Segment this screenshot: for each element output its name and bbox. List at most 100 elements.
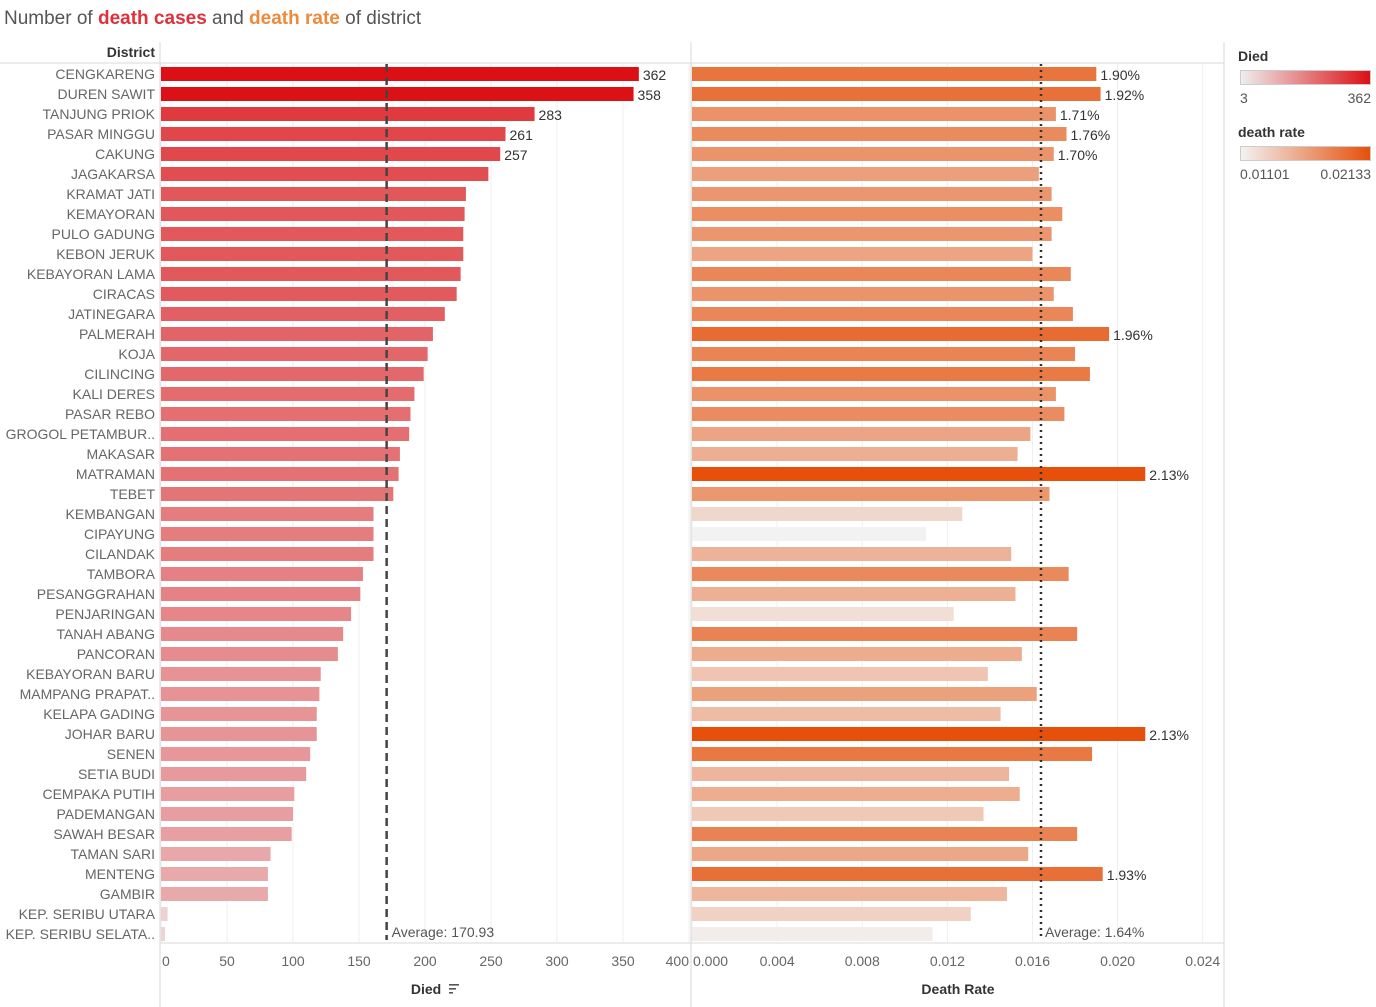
district-label: KELAPA GADING — [43, 706, 155, 722]
bar-died — [161, 107, 535, 121]
bar-died — [161, 507, 374, 521]
bar-death-rate — [692, 347, 1076, 361]
data-label-died: 283 — [539, 107, 563, 123]
average-label-rate: Average: 1.64% — [1045, 924, 1144, 940]
bar-death-rate — [692, 907, 971, 921]
tick-label-died: 150 — [347, 953, 371, 969]
bar-death-rate — [692, 327, 1110, 341]
district-label: KALI DERES — [73, 386, 155, 402]
bar-died — [161, 147, 501, 161]
bar-death-rate — [692, 107, 1056, 121]
district-label: MENTENG — [85, 866, 155, 882]
bar-died — [161, 567, 363, 581]
district-label: JATINEGARA — [68, 306, 156, 322]
bar-death-rate — [692, 207, 1063, 221]
bar-died — [161, 267, 461, 281]
district-label: MAMPANG PRAPAT.. — [20, 686, 155, 702]
district-label: PENJARINGAN — [55, 606, 155, 622]
bar-death-rate — [692, 567, 1069, 581]
bar-death-rate — [692, 807, 984, 821]
chart-title: Number of death cases and death rate of … — [4, 8, 422, 29]
legend-rate-title: death rate — [1238, 124, 1305, 140]
bar-died — [161, 447, 400, 461]
district-label: CEMPAKA PUTIH — [42, 786, 155, 802]
bar-died — [161, 867, 268, 881]
tick-label-rate: 0.008 — [845, 953, 880, 969]
bar-died — [161, 527, 374, 541]
tick-label-died: 50 — [219, 953, 235, 969]
district-label: CIPAYUNG — [84, 526, 155, 542]
district-label: CAKUNG — [95, 146, 155, 162]
district-label: GROGOL PETAMBUR.. — [6, 426, 155, 442]
bar-died — [161, 767, 307, 781]
data-label-rate: 1.71% — [1060, 107, 1100, 123]
row-header-district: District — [107, 44, 156, 60]
district-label: PASAR REBO — [65, 406, 155, 422]
data-label-rate: 2.13% — [1149, 727, 1189, 743]
bar-died — [161, 687, 320, 701]
bar-died — [161, 87, 634, 101]
district-label: JAGAKARSA — [71, 166, 156, 182]
bar-death-rate — [692, 447, 1018, 461]
bar-death-rate — [692, 867, 1103, 881]
bar-died — [161, 167, 489, 181]
bar-died — [161, 667, 321, 681]
sort-descending-icon[interactable] — [449, 984, 459, 994]
tick-label-rate: 0.024 — [1185, 953, 1220, 969]
district-label: KEBON JERUK — [56, 246, 155, 262]
tick-label-died: 400 — [666, 953, 690, 969]
district-label: TANJUNG PRIOK — [42, 106, 155, 122]
district-label: DUREN SAWIT — [58, 86, 156, 102]
bar-death-rate — [692, 127, 1067, 141]
district-label: KEBAYORAN LAMA — [27, 266, 156, 282]
data-label-rate: 1.76% — [1071, 127, 1111, 143]
data-label-rate: 1.96% — [1113, 327, 1153, 343]
district-label: KEMBANGAN — [66, 506, 155, 522]
tick-label-died: 300 — [545, 953, 569, 969]
bar-died — [161, 467, 399, 481]
bar-death-rate — [692, 387, 1056, 401]
bar-death-rate — [692, 847, 1029, 861]
legend-died-min: 3 — [1240, 90, 1248, 106]
bar-died — [161, 647, 338, 661]
average-label-died: Average: 170.93 — [392, 924, 495, 940]
bar-died — [161, 827, 292, 841]
data-label-rate: 1.70% — [1058, 147, 1098, 163]
district-label: KRAMAT JATI — [66, 186, 155, 202]
bar-death-rate — [692, 527, 927, 541]
bar-death-rate — [692, 647, 1022, 661]
legend-died-title: Died — [1238, 48, 1269, 64]
bar-death-rate — [692, 627, 1078, 641]
legend-rate-max: 0.02133 — [1320, 166, 1371, 182]
x-axis-title-rate: Death Rate — [921, 981, 994, 997]
district-label: JOHAR BARU — [65, 726, 155, 742]
bar-death-rate — [692, 667, 988, 681]
data-label-died: 358 — [638, 87, 662, 103]
bar-death-rate — [692, 367, 1090, 381]
district-label: PULO GADUNG — [52, 226, 155, 242]
tick-label-rate: 0.004 — [760, 953, 795, 969]
bar-died — [161, 367, 424, 381]
bar-died — [161, 327, 433, 341]
bar-death-rate — [692, 167, 1039, 181]
bar-death-rate — [692, 87, 1101, 101]
district-label: CENGKARENG — [55, 66, 155, 82]
bar-death-rate — [692, 307, 1073, 321]
district-label: KEBAYORAN BARU — [26, 666, 155, 682]
bar-death-rate — [692, 547, 1012, 561]
bar-death-rate — [692, 227, 1052, 241]
district-label: TAMAN SARI — [70, 846, 155, 862]
bar-death-rate — [692, 147, 1054, 161]
bar-death-rate — [692, 767, 1010, 781]
tick-label-rate: 0.000 — [693, 953, 728, 969]
district-label: KEP. SERIBU UTARA — [19, 906, 156, 922]
district-label: TEBET — [110, 486, 156, 502]
district-label: CILINCING — [84, 366, 155, 382]
bar-death-rate — [692, 827, 1078, 841]
bar-died — [161, 627, 344, 641]
bar-died — [161, 247, 464, 261]
tick-label-died: 200 — [413, 953, 437, 969]
district-label: PALMERAH — [79, 326, 155, 342]
bar-died — [161, 727, 317, 741]
